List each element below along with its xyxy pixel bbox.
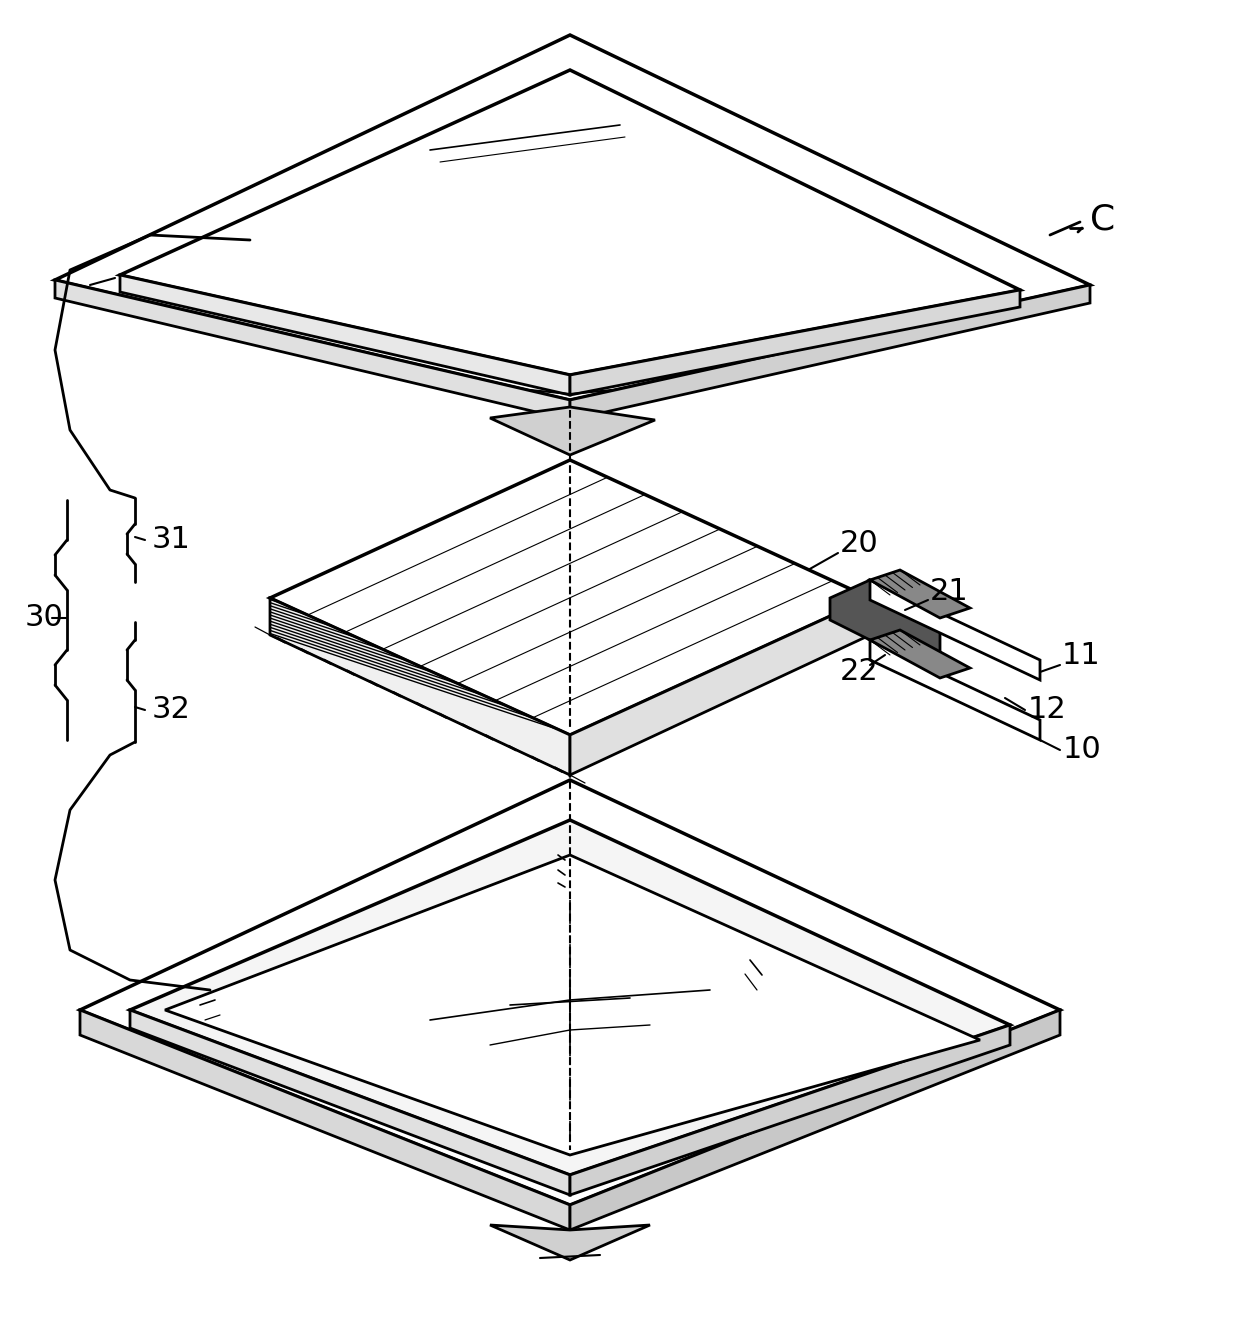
Polygon shape	[570, 285, 1090, 420]
Polygon shape	[490, 407, 655, 455]
Polygon shape	[130, 821, 1011, 1175]
Text: 20: 20	[839, 529, 879, 557]
Polygon shape	[120, 70, 1021, 375]
Polygon shape	[55, 35, 1090, 400]
Polygon shape	[570, 1010, 1060, 1230]
Polygon shape	[55, 279, 570, 420]
Polygon shape	[270, 461, 870, 735]
Polygon shape	[870, 641, 1040, 740]
Polygon shape	[870, 630, 970, 678]
Text: 11: 11	[1061, 641, 1101, 670]
Polygon shape	[81, 780, 1060, 1205]
Polygon shape	[870, 580, 1040, 680]
Polygon shape	[570, 1025, 1011, 1195]
Text: 31: 31	[153, 525, 191, 555]
Polygon shape	[490, 1225, 650, 1260]
Polygon shape	[270, 598, 570, 775]
Text: 10: 10	[1063, 736, 1102, 764]
Polygon shape	[830, 580, 940, 659]
Polygon shape	[570, 598, 870, 775]
Polygon shape	[81, 1010, 570, 1230]
Text: 21: 21	[930, 577, 968, 607]
Polygon shape	[570, 290, 1021, 395]
Text: 30: 30	[25, 603, 64, 633]
Polygon shape	[870, 569, 970, 618]
Polygon shape	[120, 275, 570, 395]
Text: C: C	[1090, 203, 1115, 236]
Polygon shape	[130, 1010, 570, 1195]
Polygon shape	[165, 855, 980, 1155]
Text: 32: 32	[153, 696, 191, 724]
Text: 12: 12	[1028, 696, 1066, 724]
Text: 22: 22	[839, 658, 879, 686]
